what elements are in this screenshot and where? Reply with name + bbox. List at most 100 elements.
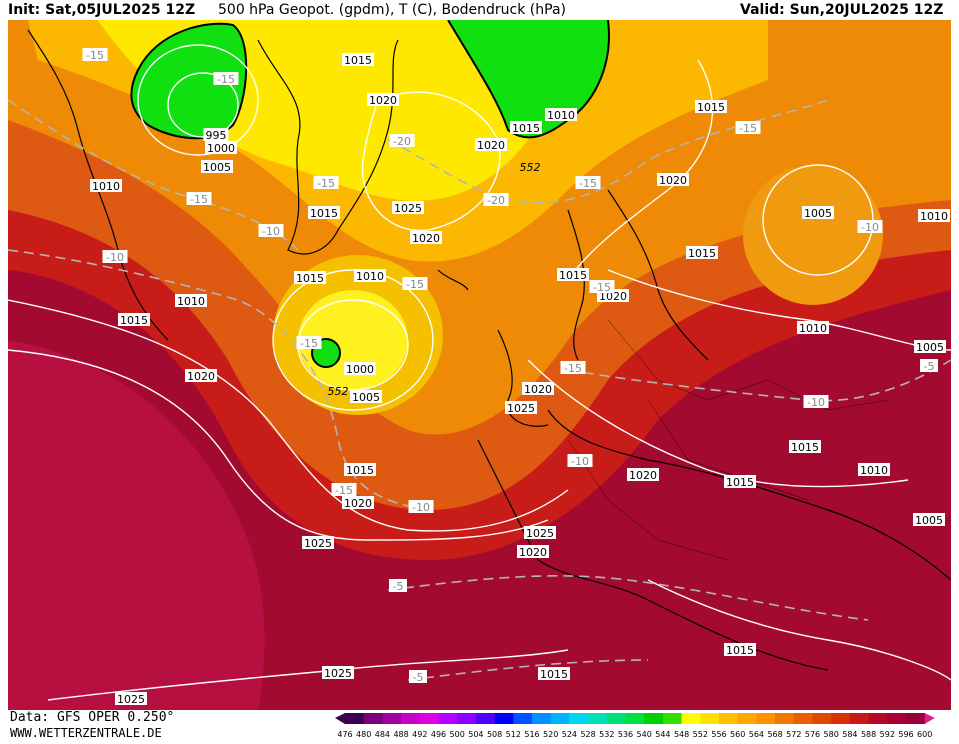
isobar-label: 1025: [302, 536, 334, 550]
svg-text:1020: 1020: [369, 94, 397, 107]
svg-text:1020: 1020: [477, 139, 505, 152]
svg-text:1025: 1025: [324, 667, 352, 680]
legend-swatch: [756, 713, 776, 724]
svg-text:1015: 1015: [346, 464, 374, 477]
legend-swatch: [644, 713, 664, 724]
isotherm-label: -15: [575, 176, 601, 190]
legend-tick-label: 560: [730, 730, 745, 739]
isobar-label: 1000: [344, 362, 376, 376]
isobar-labels: 1015102010101015102010151020995100010051…: [90, 53, 950, 706]
svg-text:-15: -15: [190, 193, 208, 206]
isotherm-label: -15: [313, 176, 339, 190]
geopotential-label: 552: [520, 161, 541, 174]
svg-text:1015: 1015: [512, 122, 540, 135]
svg-text:1020: 1020: [187, 370, 215, 383]
isobar-label: 1015: [118, 313, 150, 327]
svg-text:1020: 1020: [629, 469, 657, 482]
svg-text:1010: 1010: [177, 295, 205, 308]
legend-swatch: [625, 713, 645, 724]
legend-swatch: [588, 713, 608, 724]
isobar-label: 1000: [205, 141, 237, 155]
svg-text:1020: 1020: [524, 383, 552, 396]
legend-swatch: [662, 713, 683, 724]
isotherm-label: -10: [408, 500, 434, 514]
legend-swatch: [550, 713, 570, 724]
isotherm-label: -10: [567, 454, 593, 468]
svg-text:-15: -15: [217, 73, 235, 86]
isobar-label: 1015: [344, 463, 376, 477]
svg-text:1000: 1000: [346, 363, 374, 376]
svg-text:1015: 1015: [344, 54, 372, 67]
legend-swatch: [719, 713, 739, 724]
geopotential-label: 552: [328, 385, 349, 398]
legend-swatch: [513, 713, 533, 724]
legend-tick-label: 584: [842, 730, 857, 739]
isobar-label: 1015: [308, 206, 340, 220]
legend-swatch: [681, 713, 701, 724]
legend-swatch: [793, 713, 813, 724]
legend-swatch: [775, 713, 795, 724]
color-legend: 476 480 484 488 492 496 500 504 508 512 516 520 524 5…: [335, 712, 955, 744]
legend-swatch: [569, 713, 589, 724]
svg-text:-20: -20: [487, 194, 505, 207]
svg-text:-15: -15: [317, 177, 335, 190]
isotherm-label: -15: [186, 192, 212, 206]
isotherm-label: -10: [803, 395, 829, 409]
weather-map: 1015 1020 1010 1015 1020 1015 1020 995 1000 1005 1…: [8, 20, 951, 710]
legend-tick-label: 496: [431, 730, 446, 739]
isobar-label: 1015: [686, 246, 718, 260]
svg-text:1010: 1010: [860, 464, 888, 477]
svg-text:1015: 1015: [310, 207, 338, 220]
svg-text:1015: 1015: [697, 101, 725, 114]
isotherm-labels: -15 -15 -20 -15 -15 -15 -15 -20 -10 -10 -10 -15 -15 -…: [82, 48, 938, 684]
svg-text:1025: 1025: [526, 527, 554, 540]
isobar-label: 1020: [410, 231, 442, 245]
svg-text:-15: -15: [86, 49, 104, 62]
isobar-label: 1025: [505, 401, 537, 415]
data-source-label: Data: GFS OPER 0.250°: [10, 710, 175, 725]
legend-tick-label: 588: [861, 730, 876, 739]
isobar-label: 1015: [724, 643, 756, 657]
svg-text:1015: 1015: [688, 247, 716, 260]
svg-text:-5: -5: [393, 580, 404, 593]
geopotential-labels: 552 552: [328, 161, 541, 398]
isobar-label: 1015: [695, 100, 727, 114]
isobar-label: 1005: [914, 340, 946, 354]
isobar-label: 1010: [175, 294, 207, 308]
svg-text:1005: 1005: [916, 341, 944, 354]
legend-tick-label: 524: [562, 730, 577, 739]
svg-text:1010: 1010: [799, 322, 827, 335]
isobar-label: 995: [203, 128, 229, 142]
isotherm-label: -10: [857, 220, 883, 234]
svg-text:1020: 1020: [659, 174, 687, 187]
legend-tick-label: 488: [393, 730, 408, 739]
svg-text:-10: -10: [412, 501, 430, 514]
legend-tick-label: 536: [618, 730, 633, 739]
isotherm-label: -5: [389, 579, 407, 593]
legend-tick-label: 516: [524, 730, 539, 739]
svg-text:1010: 1010: [356, 270, 384, 283]
isotherm-label: -20: [483, 193, 509, 207]
legend-swatch: [737, 713, 757, 724]
isotherm-label: -15: [560, 361, 586, 375]
legend-tick-label: 508: [487, 730, 502, 739]
website-label: WWW.WETTERZENTRALE.DE: [10, 726, 162, 740]
isotherm-label: -15: [296, 336, 322, 350]
isobar-label: 1020: [522, 382, 554, 396]
svg-text:1020: 1020: [344, 497, 372, 510]
legend-tick-label: 556: [711, 730, 726, 739]
legend-tick-label: 596: [898, 730, 913, 739]
isobar-label: 1015: [510, 121, 542, 135]
legend-tick-label: 520: [543, 730, 558, 739]
valid-time: Valid: Sun,20JUL2025 12Z: [740, 2, 944, 18]
legend-tick-label: 580: [824, 730, 839, 739]
svg-text:-10: -10: [807, 396, 825, 409]
svg-text:1015: 1015: [726, 476, 754, 489]
svg-text:-15: -15: [739, 122, 757, 135]
legend-swatch: [438, 713, 458, 724]
legend-swatch: [849, 713, 870, 724]
isobar-label: 1010: [858, 463, 890, 477]
isotherm-label: -15: [735, 121, 761, 135]
svg-text:1015: 1015: [559, 269, 587, 282]
legend-tick-label: 492: [412, 730, 427, 739]
